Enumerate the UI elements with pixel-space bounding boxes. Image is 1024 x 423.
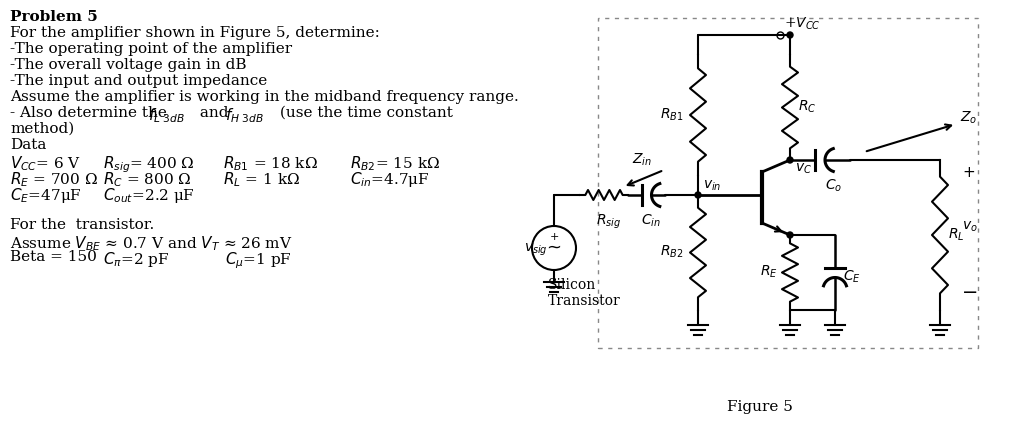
Text: $R_L$: $R_L$ (948, 227, 965, 243)
Text: Assume the amplifier is working in the midband frequency range.: Assume the amplifier is working in the m… (10, 90, 519, 104)
Circle shape (532, 226, 575, 270)
Text: $C_{out}$=2.2 μF: $C_{out}$=2.2 μF (103, 186, 195, 205)
Text: Silicon: Silicon (548, 278, 596, 292)
Text: +: + (962, 165, 975, 179)
Text: method): method) (10, 122, 75, 136)
Text: $R_{B2}$= 15 kΩ: $R_{B2}$= 15 kΩ (350, 154, 440, 173)
Text: - Also determine the: - Also determine the (10, 106, 172, 120)
Text: $v_{in}$: $v_{in}$ (703, 179, 722, 193)
Text: $C_E$: $C_E$ (843, 269, 861, 285)
Text: +: + (549, 232, 559, 242)
Text: $R_C$ = 800 Ω: $R_C$ = 800 Ω (103, 170, 191, 189)
Text: $f_{L\ 3dB}$: $f_{L\ 3dB}$ (148, 106, 185, 125)
Text: $V_{CC}$= 6 V: $V_{CC}$= 6 V (10, 154, 81, 173)
Text: Beta = 150: Beta = 150 (10, 250, 97, 264)
Bar (598, 18, 978, 348)
Text: $R_C$: $R_C$ (798, 99, 816, 115)
Text: $C_o$: $C_o$ (825, 178, 842, 195)
Text: and: and (195, 106, 233, 120)
Text: +$V_{CC}$: +$V_{CC}$ (784, 16, 820, 32)
Text: Problem 5: Problem 5 (10, 10, 97, 24)
Text: Transistor: Transistor (548, 294, 621, 308)
Text: $R_L$ = 1 kΩ: $R_L$ = 1 kΩ (223, 170, 300, 189)
Text: $Z_o$: $Z_o$ (961, 110, 977, 126)
Text: ~: ~ (547, 239, 561, 257)
Circle shape (787, 157, 793, 163)
Text: (use the time constant: (use the time constant (275, 106, 453, 120)
Text: $R_{B1}$: $R_{B1}$ (660, 107, 684, 123)
Text: $R_{B2}$: $R_{B2}$ (660, 244, 684, 260)
Text: $R_E$: $R_E$ (760, 264, 778, 280)
Text: $R_E$ = 700 Ω: $R_E$ = 700 Ω (10, 170, 98, 189)
Circle shape (787, 32, 793, 38)
Text: For the amplifier shown in Figure 5, determine:: For the amplifier shown in Figure 5, det… (10, 26, 380, 40)
Text: $f_{H\ 3dB}$: $f_{H\ 3dB}$ (225, 106, 264, 125)
Circle shape (787, 232, 793, 238)
Text: $C_\mu$=1 pF: $C_\mu$=1 pF (225, 250, 292, 271)
Text: For the  transistor.: For the transistor. (10, 218, 155, 232)
Circle shape (695, 192, 701, 198)
Text: Figure 5: Figure 5 (727, 400, 793, 414)
Text: -The overall voltage gain in dB: -The overall voltage gain in dB (10, 58, 247, 72)
Text: $R_{sig}$= 400 Ω: $R_{sig}$= 400 Ω (103, 154, 195, 175)
Text: $R_{B1}$ = 18 kΩ: $R_{B1}$ = 18 kΩ (223, 154, 317, 173)
Text: $C_{in}$=4.7μF: $C_{in}$=4.7μF (350, 170, 430, 189)
Text: $C_\pi$=2 pF: $C_\pi$=2 pF (103, 250, 170, 269)
Text: $v_C$: $v_C$ (795, 162, 812, 176)
Text: −: − (962, 283, 978, 302)
Text: Assume $V_{BE}$ ≈ 0.7 V and $V_T$ ≈ 26 mV: Assume $V_{BE}$ ≈ 0.7 V and $V_T$ ≈ 26 m… (10, 234, 293, 253)
Text: $C_{in}$: $C_{in}$ (641, 213, 660, 229)
Text: $R_{sig}$: $R_{sig}$ (596, 213, 622, 231)
Text: -The input and output impedance: -The input and output impedance (10, 74, 267, 88)
Text: $C_E$=47μF: $C_E$=47μF (10, 186, 82, 205)
Text: $Z_{in}$: $Z_{in}$ (632, 152, 652, 168)
Text: $v_o$: $v_o$ (962, 220, 978, 234)
Text: Data: Data (10, 138, 46, 152)
Text: -The operating point of the amplifier: -The operating point of the amplifier (10, 42, 292, 56)
Text: $v_{sig}$: $v_{sig}$ (524, 242, 548, 258)
